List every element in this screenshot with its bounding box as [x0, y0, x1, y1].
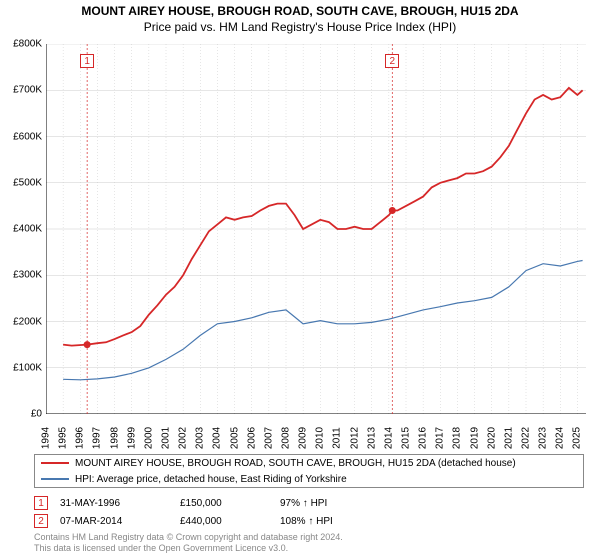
sale-pct: 108% ↑ HPI — [280, 516, 360, 527]
x-tick-label: 2018 — [452, 427, 463, 449]
x-tick-label: 2004 — [212, 427, 223, 449]
sales-block: 1 31-MAY-1996£150,00097% ↑ HPI 2 07-MAR-201… — [34, 494, 584, 530]
y-tick-label: £200K — [13, 316, 42, 327]
x-tick-label: 2020 — [486, 427, 497, 449]
sale-pct: 97% ↑ HPI — [280, 498, 360, 509]
x-tick-label: 2021 — [503, 427, 514, 449]
legend-row: MOUNT AIREY HOUSE, BROUGH ROAD, SOUTH CA… — [35, 455, 583, 471]
x-tick-label: 2006 — [246, 427, 257, 449]
y-tick-label: £300K — [13, 270, 42, 281]
sale-marker-badge: 1 — [80, 54, 94, 68]
x-tick-label: 2023 — [538, 427, 549, 449]
title-line-1: MOUNT AIREY HOUSE, BROUGH ROAD, SOUTH CA… — [0, 4, 600, 18]
x-tick-label: 2007 — [263, 427, 274, 449]
x-tick-label: 2009 — [298, 427, 309, 449]
sale-marker-badge: 2 — [385, 54, 399, 68]
sale-badge: 1 — [34, 496, 48, 510]
x-tick-label: 2001 — [161, 427, 172, 449]
y-tick-label: £100K — [13, 362, 42, 373]
x-axis-labels: 1994199519961997199819992000200120022003… — [46, 414, 586, 454]
x-tick-label: 1995 — [58, 427, 69, 449]
y-tick-label: £500K — [13, 177, 42, 188]
footer-line-1: Contains HM Land Registry data © Crown c… — [34, 532, 343, 542]
x-tick-label: 2013 — [366, 427, 377, 449]
chart-plot-area: 12 — [46, 44, 586, 414]
x-tick-label: 1999 — [126, 427, 137, 449]
x-tick-label: 2002 — [178, 427, 189, 449]
chart-container: MOUNT AIREY HOUSE, BROUGH ROAD, SOUTH CA… — [0, 0, 600, 560]
x-tick-label: 2025 — [572, 427, 583, 449]
legend-label: MOUNT AIREY HOUSE, BROUGH ROAD, SOUTH CA… — [75, 458, 516, 469]
x-tick-label: 2019 — [469, 427, 480, 449]
chart-svg — [46, 44, 586, 414]
title-block: MOUNT AIREY HOUSE, BROUGH ROAD, SOUTH CA… — [0, 0, 600, 34]
x-tick-label: 2010 — [315, 427, 326, 449]
sale-row: 1 31-MAY-1996£150,00097% ↑ HPI — [34, 494, 584, 512]
sale-badge: 2 — [34, 514, 48, 528]
y-tick-label: £600K — [13, 131, 42, 142]
y-axis-labels: £0£100K£200K£300K£400K£500K£600K£700K£80… — [0, 44, 44, 414]
x-tick-label: 2024 — [555, 427, 566, 449]
x-tick-label: 2017 — [435, 427, 446, 449]
sale-date: 31-MAY-1996 — [60, 498, 180, 509]
sale-date: 07-MAR-2014 — [60, 516, 180, 527]
x-tick-label: 1997 — [92, 427, 103, 449]
legend-row: HPI: Average price, detached house, East… — [35, 471, 583, 487]
legend-label: HPI: Average price, detached house, East… — [75, 474, 347, 485]
footer-text: Contains HM Land Registry data © Crown c… — [34, 532, 584, 554]
x-tick-label: 2014 — [383, 427, 394, 449]
y-tick-label: £400K — [13, 224, 42, 235]
sale-price: £440,000 — [180, 516, 280, 527]
title-line-2: Price paid vs. HM Land Registry's House … — [0, 20, 600, 34]
x-tick-label: 1996 — [75, 427, 86, 449]
x-tick-label: 2022 — [521, 427, 532, 449]
y-tick-label: £0 — [31, 409, 42, 420]
y-tick-label: £700K — [13, 85, 42, 96]
x-tick-label: 2012 — [349, 427, 360, 449]
x-tick-label: 2000 — [143, 427, 154, 449]
x-tick-label: 2015 — [401, 427, 412, 449]
legend-box: MOUNT AIREY HOUSE, BROUGH ROAD, SOUTH CA… — [34, 454, 584, 488]
x-tick-label: 2008 — [281, 427, 292, 449]
footer-line-2: This data is licensed under the Open Gov… — [34, 543, 288, 553]
legend-swatch — [41, 478, 69, 479]
x-tick-label: 1994 — [41, 427, 52, 449]
x-tick-label: 2016 — [418, 427, 429, 449]
sale-row: 2 07-MAR-2014£440,000108% ↑ HPI — [34, 512, 584, 530]
x-tick-label: 2005 — [229, 427, 240, 449]
x-tick-label: 2011 — [332, 427, 343, 449]
x-tick-label: 2003 — [195, 427, 206, 449]
y-tick-label: £800K — [13, 39, 42, 50]
sale-price: £150,000 — [180, 498, 280, 509]
legend-swatch — [41, 462, 69, 464]
x-tick-label: 1998 — [109, 427, 120, 449]
